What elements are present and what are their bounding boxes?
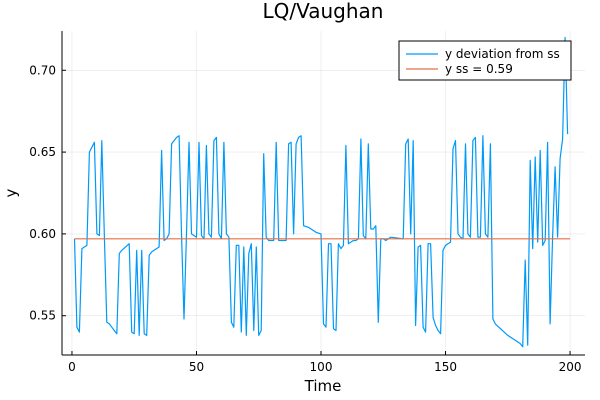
legend: y deviation from ss y ss = 0.59 <box>398 40 572 81</box>
y-axis-label: y <box>2 188 20 197</box>
x-tick-label: 200 <box>559 360 582 374</box>
x-tick-label: 150 <box>434 360 457 374</box>
series-lines <box>73 36 571 348</box>
y-tick-label: 0.60 <box>29 227 56 241</box>
legend-label-y-ss: y ss = 0.59 <box>445 62 513 76</box>
x-axis-label: Time <box>304 377 342 395</box>
legend-box <box>398 40 572 81</box>
y-tick-label: 0.55 <box>29 309 56 323</box>
chart-title: LQ/Vaughan <box>263 0 384 23</box>
series-line-y-deviation <box>73 36 569 348</box>
x-tick-label: 50 <box>189 360 204 374</box>
tick-labels: 0 50 100 150 200 0.55 0.60 0.65 0.70 <box>29 63 581 374</box>
x-tick-label: 0 <box>68 360 76 374</box>
axes <box>61 31 585 356</box>
y-tick-label: 0.65 <box>29 145 56 159</box>
legend-label-y-deviation: y deviation from ss <box>445 47 560 61</box>
y-tick-label: 0.70 <box>29 63 56 77</box>
x-tick-label: 100 <box>310 360 333 374</box>
